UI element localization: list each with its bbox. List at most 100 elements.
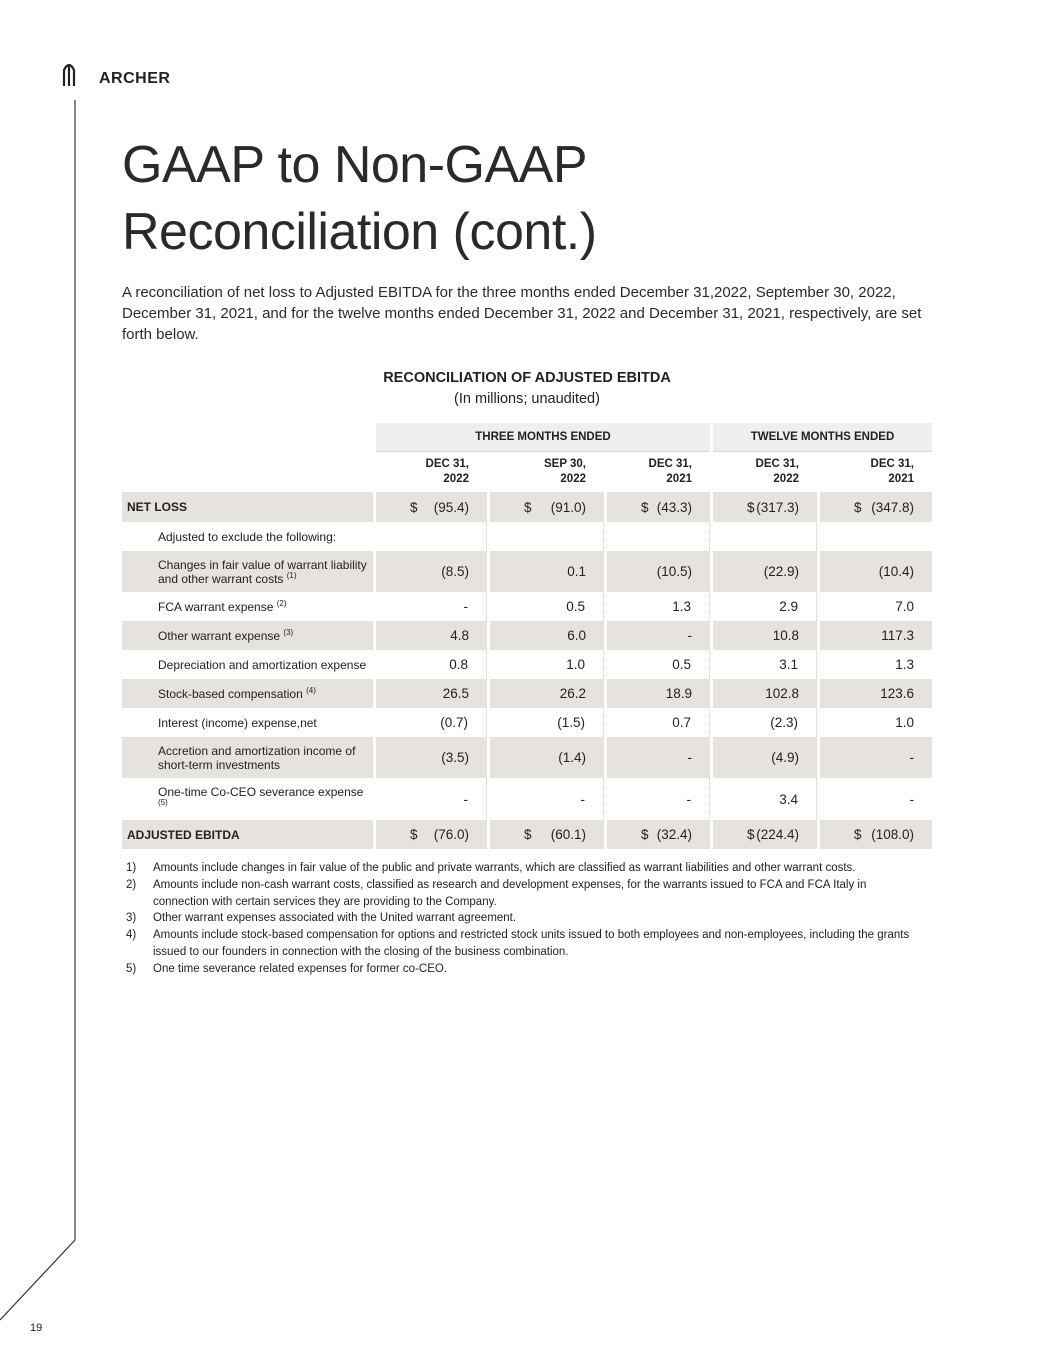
value: - (909, 791, 915, 807)
value-cell: (10.5) (607, 551, 710, 592)
value-cell: 123.6 (820, 679, 932, 708)
value: (32.4) (656, 827, 692, 842)
footnote: 1) Amounts include changes in fair value … (122, 860, 922, 877)
brand: ARCHER (99, 70, 171, 87)
intro: A reconciliation of net loss to Adjusted… (122, 284, 922, 343)
value: 3.4 (779, 791, 798, 807)
value-cell: $ (108.0) (820, 820, 932, 849)
cell (122, 452, 373, 492)
value: (3.5) (441, 750, 469, 765)
table-row: NET LOSS $ (95.4) $ (91.0) $ (43.3) $ (317.3) $ (3… (122, 492, 932, 522)
row-label-cell: Depreciation and amortization expense (122, 650, 373, 679)
value-cell: 1.0 (820, 708, 932, 737)
value-cell: 10.8 (713, 621, 817, 650)
value-cell: (3.5) (376, 737, 487, 778)
value-cell (713, 522, 817, 551)
value: 0.1 (567, 564, 586, 579)
footnote-text: One time severance related expenses for … (153, 962, 448, 975)
value: (76.0) (433, 827, 469, 842)
footnote-text: Other warrant expenses associated with t… (153, 912, 517, 925)
row-label-text: Interest (income) expense,net (158, 715, 317, 730)
value-cell: 6.0 (490, 621, 604, 650)
value: (10.5) (656, 564, 692, 579)
value: (95.4) (433, 499, 469, 515)
row-label: Other warrant expense (3) (158, 627, 294, 643)
row-label-text: NET LOSS (127, 500, 188, 514)
group-header: TWELVE MONTHS ENDED (713, 423, 932, 452)
row-label-text: Changes in fair value of warrant liabili… (158, 557, 367, 586)
value-cell: (22.9) (713, 551, 817, 592)
value: (43.3) (656, 499, 692, 515)
value-cell: $ (76.0) (376, 820, 487, 849)
value-cell: (1.5) (490, 708, 604, 737)
value-cell: 7.0 (820, 592, 932, 621)
footnote: 4) Amounts include stock-based compensati… (122, 927, 922, 961)
value: (10.4) (878, 564, 914, 579)
row-label: Adjusted to exclude the following: (158, 530, 336, 544)
currency: $ (641, 827, 649, 842)
footnote: 3) Other warrant expenses associated with… (122, 910, 922, 927)
column-header: DEC 31, 2021 (820, 452, 932, 492)
column-header: SEP 30, 2022 (490, 452, 604, 492)
row-label-cell: Adjusted to exclude the following: (122, 522, 373, 551)
value-cell: 26.2 (490, 679, 604, 708)
row-label: Accretion and amortization income of sho… (158, 744, 373, 772)
row-label-cell: Stock-based compensation (4) (122, 679, 373, 708)
value-cell: - (820, 778, 932, 820)
value: 6.0 (567, 628, 586, 643)
row-label-text: Stock-based compensation (158, 686, 303, 701)
row-label: Changes in fair value of warrant liabili… (158, 558, 373, 586)
footnote-text: Amounts include non-cash warrant costs, … (153, 878, 867, 908)
row-label-cell: Other warrant expense (3) (122, 621, 373, 650)
value: - (686, 791, 692, 807)
currency: $ (524, 499, 532, 515)
currency: $ (641, 499, 649, 515)
value-cell (820, 522, 932, 551)
title: GAAP to Non-GAAP Reconciliation (cont.) (122, 132, 597, 266)
value-cell: 4.8 (376, 621, 487, 650)
value: 3.1 (779, 657, 798, 672)
footnote-number: 4) (126, 929, 137, 942)
table-subtitle: (In millions; unaudited) (454, 391, 600, 407)
footnote-number: 5) (126, 962, 137, 975)
row-label-text: ADJUSTED EBITDA (127, 827, 240, 842)
table-row: Stock-based compensation (4) 26.5 26.2 18.9… (122, 679, 932, 708)
value-cell: (1.4) (490, 737, 604, 778)
footnote-ref: (2) (276, 598, 287, 608)
value-cell: $ (32.4) (607, 820, 710, 849)
column-header-line: SEP 30, (544, 458, 586, 470)
currency: $ (854, 499, 862, 515)
table-row: One-time Co-CEO severance expense (5) - - -… (122, 778, 932, 820)
value-cell: - (376, 592, 487, 621)
footnote-text: Amounts include stock-based compensation… (153, 929, 910, 958)
value: (1.5) (557, 715, 585, 730)
table-title: RECONCILIATION OF ADJUSTED EBITDA (383, 370, 671, 386)
value: (317.3) (756, 499, 799, 515)
row-label-cell: Changes in fair value of warrant liabili… (122, 551, 373, 592)
value-cell: 0.8 (376, 650, 487, 679)
row-label-cell: ADJUSTED EBITDA (122, 820, 373, 849)
table-row: Depreciation and amortization expense 0.8… (122, 650, 932, 679)
value: - (463, 599, 469, 614)
value-cell: $ (224.4) (713, 820, 817, 849)
footnote-ref: (3) (283, 627, 294, 637)
row-label-text: Adjusted to exclude the following: (158, 529, 337, 544)
value: 2.9 (779, 599, 798, 614)
value-cell: 3.4 (713, 778, 817, 820)
currency: $ (410, 827, 418, 842)
logo-icon (62, 63, 76, 86)
table-row: Adjusted to exclude the following: (122, 522, 932, 551)
footnote-ref: (1) (286, 570, 297, 580)
group-header-row: THREE MONTHS ENDED TWELVE MONTHS ENDED (122, 423, 932, 452)
value-cell: (10.4) (820, 551, 932, 592)
row-label: FCA warrant expense (2) (158, 598, 287, 614)
group-header: THREE MONTHS ENDED (376, 423, 710, 452)
row-label-cell: Interest (income) expense,net (122, 708, 373, 737)
value: (224.4) (756, 827, 799, 842)
row-label-text: One-time Co-CEO severance expense (158, 785, 364, 799)
value-cell: 0.5 (607, 650, 710, 679)
footnotes: 1) Amounts include changes in fair value … (122, 860, 922, 978)
value: 0.5 (566, 599, 585, 614)
value-cell: $ (91.0) (490, 492, 604, 522)
value-cell: - (490, 778, 604, 820)
